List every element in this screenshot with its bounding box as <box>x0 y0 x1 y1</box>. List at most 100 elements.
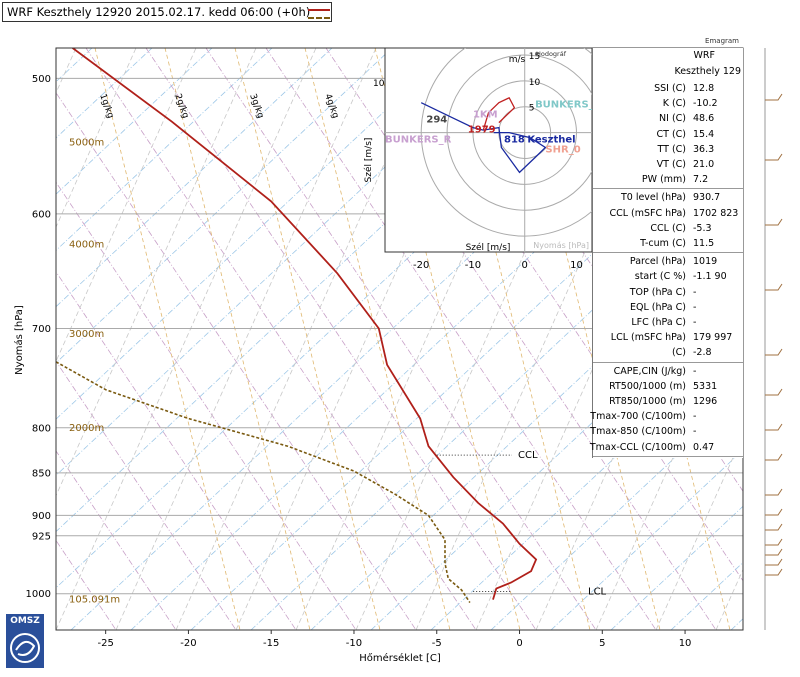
mixing-ratio-label: 1g/kg <box>97 93 115 120</box>
y-tick-label: 1000 <box>26 589 51 600</box>
legend-dewpoint-swatch <box>308 17 330 19</box>
wind-barb <box>765 453 783 461</box>
mixing-ratio-line <box>56 629 57 630</box>
mixing-ratio-line <box>325 48 717 630</box>
hodograph-ring-label: 15 <box>529 52 540 62</box>
x-tick-label: -20 <box>180 638 196 649</box>
table-row-label: CCL (C) <box>650 222 686 234</box>
y-tick-label: 800 <box>32 423 51 434</box>
table-row-label: EQL (hPa C) <box>629 301 686 313</box>
table-row-label: T-cum (C) <box>640 238 686 249</box>
table-row-value: 15.4 <box>693 128 715 140</box>
table-row-value: 1296 <box>693 396 718 407</box>
x-tick-label: 10 <box>679 638 692 649</box>
chart-legend: WRF Keszthely 12920 2015.02.17. kedd 06:… <box>2 2 332 22</box>
temperature-profile-line <box>72 48 538 600</box>
logo-emblem <box>10 633 40 663</box>
wind-barb <box>765 558 783 566</box>
table-row-value: - <box>693 301 697 313</box>
x-tick-label: 5 <box>599 638 605 649</box>
mixing-ratio-line <box>56 360 237 630</box>
y-tick-label: 925 <box>32 531 51 542</box>
moist-adiabat-line <box>310 224 743 630</box>
hodograph-ring-label: 5 <box>529 104 535 114</box>
mixing-ratio-line <box>746 48 800 630</box>
table-row: T0 level (hPa) 930.7 <box>593 190 744 205</box>
hodograph-x-tick-label: -10 <box>465 260 481 271</box>
table-row: Parcel (hPa) 1019 <box>593 254 744 269</box>
wind-barb <box>765 423 783 431</box>
table-row: Tmax-700 (C/100m) - <box>590 409 744 424</box>
table-row-label: RT850/1000 (m) <box>609 396 686 407</box>
level-label: LCL <box>588 586 607 597</box>
table-row: (C) -2.8 <box>593 345 744 360</box>
y-tick-label: 850 <box>32 468 51 479</box>
hodograph-x-tick-label: -20 <box>413 260 429 271</box>
altitude-label: 3000m <box>69 329 104 340</box>
moist-adiabat-line <box>550 449 743 630</box>
wind-barb <box>765 388 783 396</box>
hodograph-side-label: 10 <box>373 79 385 89</box>
wind-barb <box>765 348 783 356</box>
altitude-label: 4000m <box>69 239 104 250</box>
table-row-value: 21.0 <box>693 159 715 170</box>
table-row-value: 1702 823 <box>693 207 739 219</box>
hodograph-annotation: BUNKERS_R <box>385 135 452 146</box>
table-row-value: -1.1 90 <box>693 271 727 283</box>
table-row-label: NI (C) <box>659 113 686 125</box>
saturation-mixing-ratio-line <box>234 48 381 630</box>
table-separator <box>593 455 744 457</box>
altitude-label: 2000m <box>69 423 104 434</box>
table-row: K (C) -10.2 <box>593 96 744 111</box>
table-row-label: LFC (hPa C) <box>631 317 686 328</box>
saturation-mixing-ratio-line <box>164 48 311 630</box>
table-row-label: K (C) <box>662 98 686 110</box>
legend-title: WRF Keszthely 12920 2015.02.17. kedd 06:… <box>7 5 311 19</box>
table-row-value: 7.2 <box>693 174 709 186</box>
table-row-label: start (C %) <box>634 271 686 283</box>
hodograph-annotation: 818 <box>504 135 525 146</box>
y-tick-label: 500 <box>32 74 51 85</box>
wind-barb <box>765 218 783 226</box>
hodograph-unit-label: m/s <box>509 55 526 65</box>
table-separator <box>593 361 744 363</box>
table-row-label: (C) <box>671 347 686 359</box>
table-row: NI (C) 48.6 <box>593 111 744 126</box>
table-row-value: 11.5 <box>693 238 715 249</box>
table-row: TOP (hPa C) - <box>593 285 744 300</box>
mixing-ratio-line <box>385 48 743 582</box>
hodograph-frame <box>384 47 593 253</box>
moist-adiabat-line <box>56 48 333 308</box>
table-row-value: - <box>693 286 697 298</box>
table-row-label: VT (C) <box>656 159 686 170</box>
x-tick-label: 0 <box>516 638 522 649</box>
table-row: PW (mm) 7.2 <box>593 172 744 187</box>
hodograph-annotation: 1979 <box>468 125 496 136</box>
dry-adiabat-line <box>595 299 743 630</box>
table-row-label: T0 level (hPa) <box>620 192 686 204</box>
mixing-ratio-line <box>56 271 297 630</box>
hodograph-annotation: 294 <box>426 115 447 126</box>
hodograph-x-axis-label: Szél [m/s] <box>466 242 511 253</box>
table-row: TT (C) 36.3 <box>593 142 744 157</box>
legend-temperature-swatch <box>308 9 330 11</box>
table-row-value: -10.2 <box>693 98 718 110</box>
table-row-label: CCL (mSFC hPa) <box>609 207 686 219</box>
table-row-label: Tmax-700 (C/100m) <box>590 411 686 423</box>
wind-barb <box>765 93 783 101</box>
table-row: LFC (hPa C) - <box>593 315 744 330</box>
hodograph-x-tick-label: 10 <box>570 260 583 271</box>
table-row-value: 48.6 <box>693 113 715 125</box>
x-tick-label: -5 <box>432 638 442 649</box>
table-row: VT (C) 21.0 <box>593 157 744 172</box>
y-tick-label: 600 <box>32 209 51 220</box>
hodograph-ring-label: 10 <box>529 78 541 88</box>
table-row: CT (C) 15.4 <box>593 127 744 142</box>
moist-adiabat-line <box>370 280 743 630</box>
table-row-label: LCL (mSFC hPa) <box>610 332 686 344</box>
table-row-label: TOP (hPa C) <box>629 286 686 298</box>
moist-adiabat-line <box>490 393 743 630</box>
table-row-label: Tmax-850 (C/100m) <box>590 426 686 438</box>
hodograph-annotation: Keszthel <box>527 135 575 146</box>
table-row: start (C %) -1.1 90 <box>593 269 744 284</box>
